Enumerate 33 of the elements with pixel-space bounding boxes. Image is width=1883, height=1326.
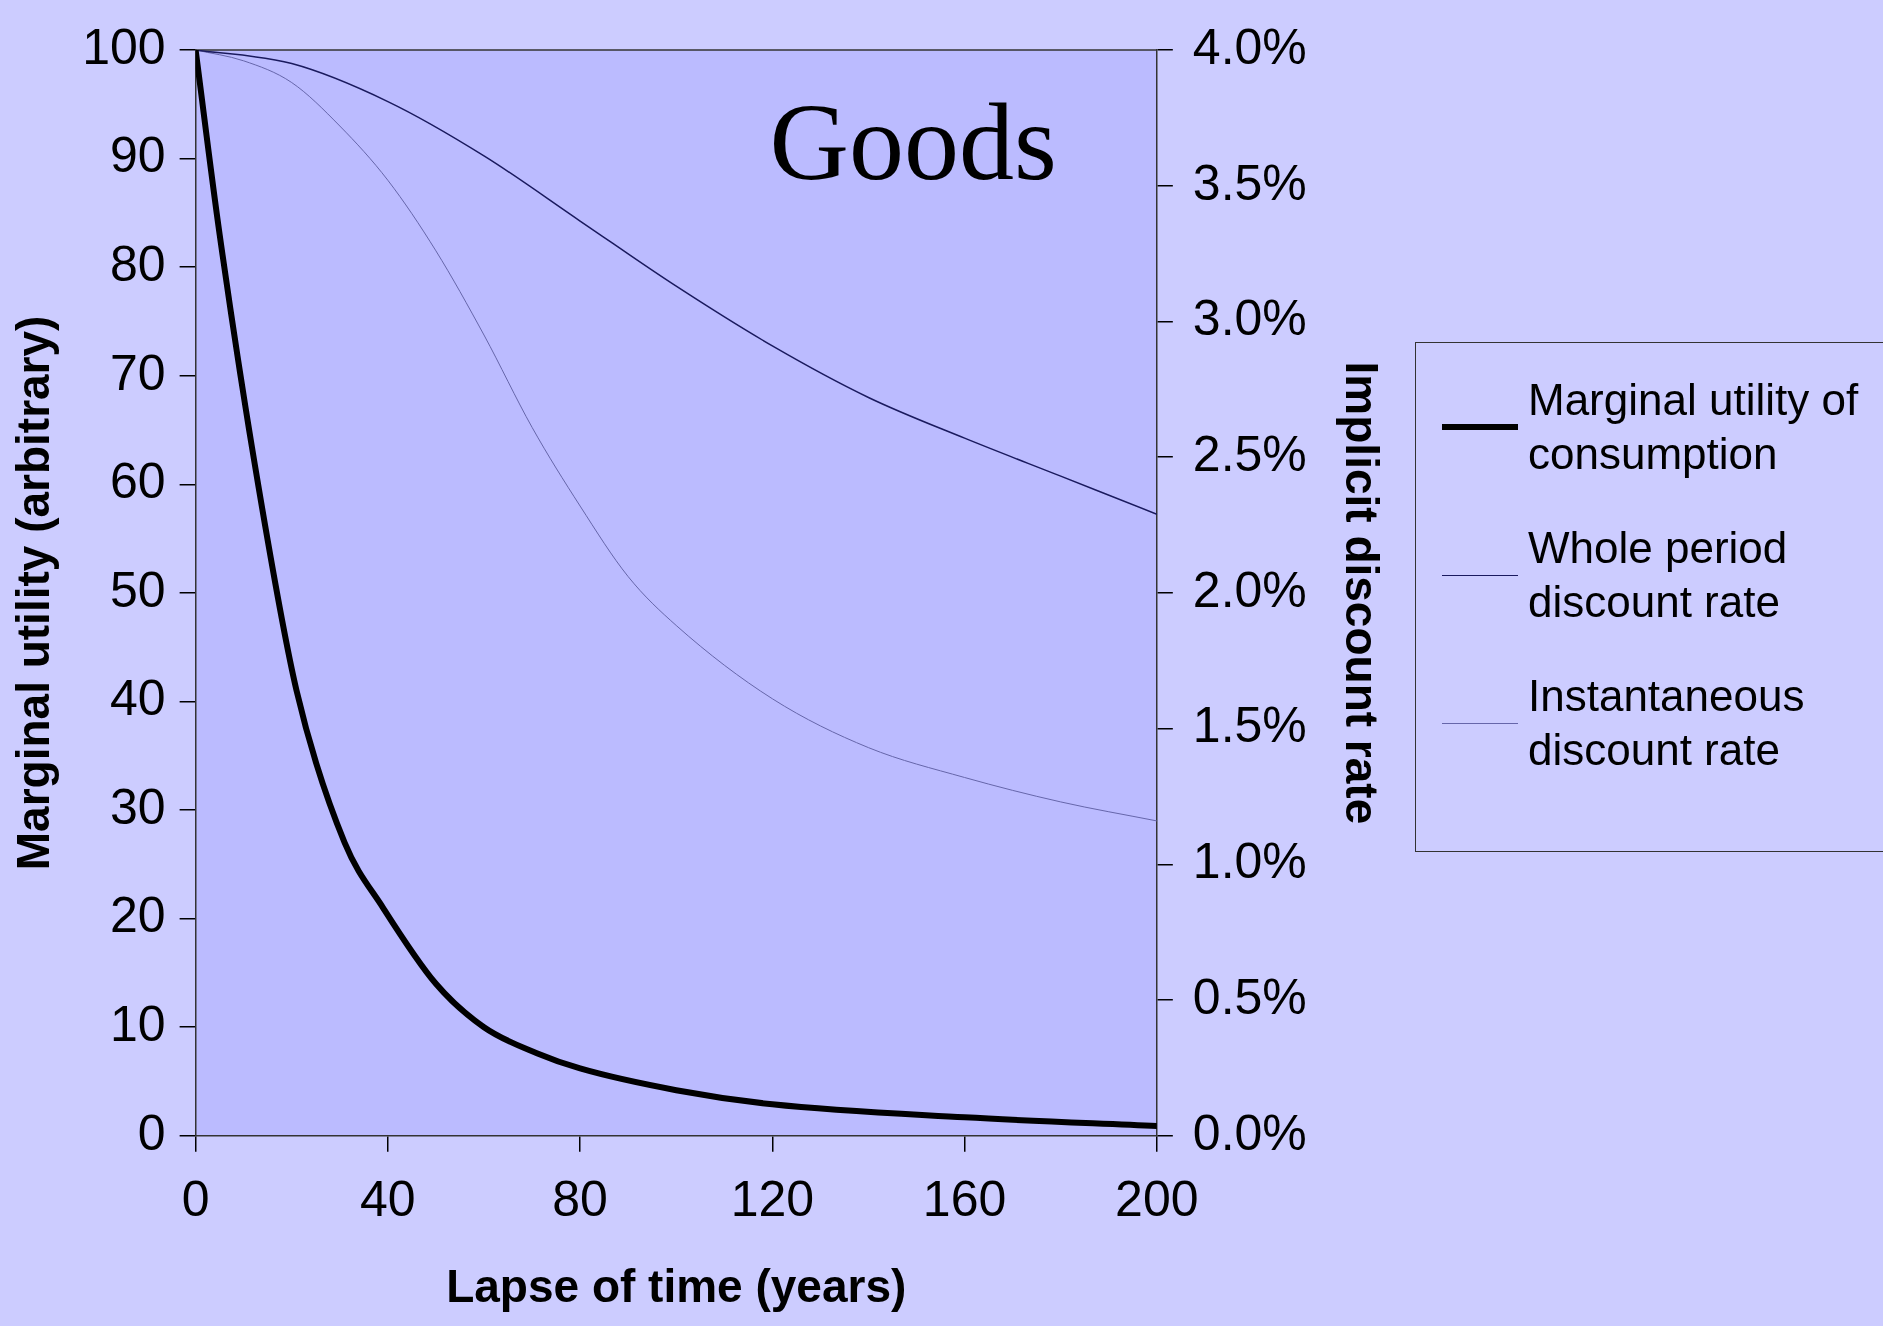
y2-tick-label: 4.0% xyxy=(1192,18,1307,75)
x-tick-label: 200 xyxy=(1115,1170,1199,1227)
y2-tick-label: 3.0% xyxy=(1192,290,1307,347)
y-tick-label: 70 xyxy=(110,344,166,401)
legend-label: Instantaneous discount rate xyxy=(1528,670,1806,776)
x-tick-label: 40 xyxy=(360,1170,416,1227)
x-tick-label: 160 xyxy=(922,1170,1007,1227)
legend-label: Marginal utility of consumption xyxy=(1528,374,1860,480)
y-tick-label: 40 xyxy=(110,670,166,727)
chart-title: Goods xyxy=(769,80,1057,203)
y2-axis-title: Implicit discount rate xyxy=(1335,361,1388,825)
y-tick-label: 10 xyxy=(110,996,166,1052)
x-tick-label: 120 xyxy=(730,1170,815,1227)
y-tick-label: 80 xyxy=(110,235,166,292)
y-tick-label: 50 xyxy=(110,561,166,618)
x-tick-label: 0 xyxy=(181,1170,210,1227)
y2-tick-label: 2.0% xyxy=(1192,561,1307,618)
y2-tick-label: 3.5% xyxy=(1192,154,1307,211)
legend-label: Whole period discount rate xyxy=(1528,522,1789,628)
y-tick-label: 30 xyxy=(110,778,166,835)
y-axis-title: Marginal utility (arbitrary) xyxy=(7,315,60,871)
y-tick-label: 100 xyxy=(82,18,166,75)
x-axis-title: Lapse of time (years) xyxy=(446,1260,907,1313)
x-tick-label: 80 xyxy=(552,1170,608,1227)
y-tick-label: 60 xyxy=(110,453,166,510)
y2-tick-label: 2.5% xyxy=(1192,425,1307,482)
y-tick-label: 0 xyxy=(137,1104,166,1161)
y-tick-label: 90 xyxy=(110,127,166,184)
y-tick-label: 20 xyxy=(110,887,166,944)
y2-tick-label: 0.5% xyxy=(1192,968,1307,1025)
y2-tick-label: 1.0% xyxy=(1192,833,1307,890)
y2-tick-label: 1.5% xyxy=(1192,697,1307,754)
y2-tick-label: 0.0% xyxy=(1192,1104,1307,1161)
